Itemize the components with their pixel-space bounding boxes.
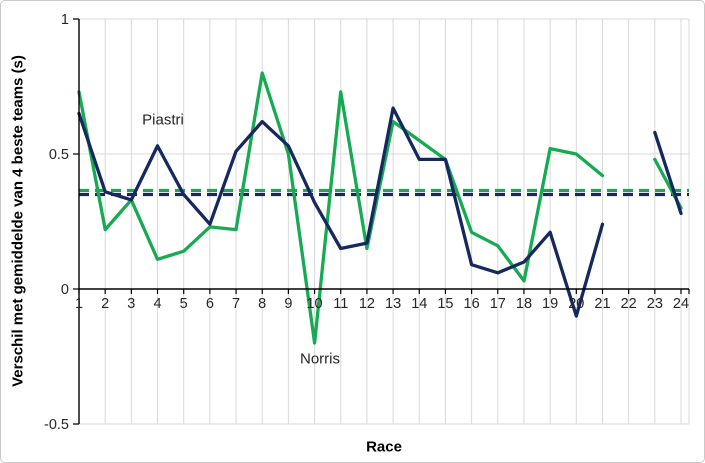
x-tick-label: 13 [385,296,401,312]
series-line-piastri [77,106,683,318]
y-tick-label: -0.5 [44,417,69,433]
y-tick-label: 0.5 [49,147,69,163]
x-tick-label: 24 [673,296,689,312]
series-label-piastri: Piastri [142,111,184,129]
y-tick-label: 1 [61,12,69,28]
x-tick-label: 7 [232,296,240,312]
x-tick-label: 21 [594,296,610,312]
x-tick-label: 20 [568,296,584,312]
x-tick-label: 5 [180,296,188,312]
x-tick-label: 10 [306,296,322,312]
x-tick-label: 8 [258,296,266,312]
x-tick-label: 4 [153,296,161,312]
x-tick-label: 6 [206,296,214,312]
series-label-norris: Norris [300,350,340,368]
x-tick-label: 17 [490,296,506,312]
y-axis-title: Verschil met gemiddelde van 4 beste team… [9,55,27,387]
x-tick-label: 2 [101,296,109,312]
x-tick-label: 22 [621,296,637,312]
x-tick-label: 18 [516,296,532,312]
x-tick-label: 19 [542,296,558,312]
x-tick-label: 3 [127,296,135,312]
x-tick-label: 23 [647,296,663,312]
x-axis-title: Race [366,438,402,456]
x-tick-label: 16 [464,296,480,312]
x-tick-label: 14 [411,296,427,312]
x-tick-label: 9 [284,296,292,312]
x-tick-label: 1 [75,296,83,312]
x-tick-label: 12 [359,296,375,312]
x-tick-label: 11 [333,296,348,312]
x-tick-label: 15 [437,296,453,312]
y-tick-label: 0 [61,282,69,298]
